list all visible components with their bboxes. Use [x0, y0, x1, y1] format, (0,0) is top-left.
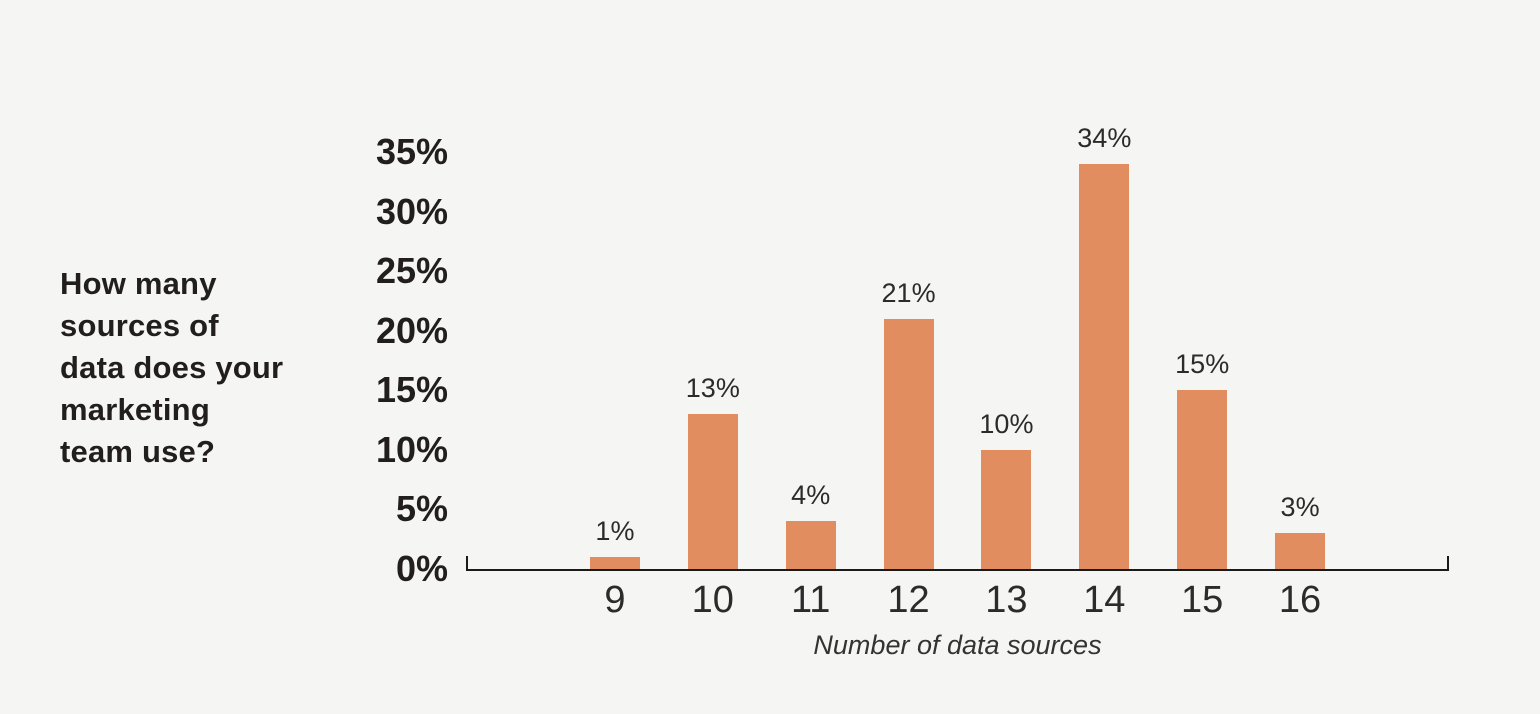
bars-row: 1% 13% 4% 21% 10% 34% 15% 3%	[466, 123, 1449, 569]
bar-slot-15: 15%	[1153, 348, 1251, 569]
y-tick-label: 0%	[395, 548, 448, 589]
chart-question-line: data does your	[60, 350, 284, 385]
bar-16	[1275, 533, 1326, 569]
bar-value-label: 3%	[1280, 492, 1320, 522]
bar-slot-14: 34%	[1055, 122, 1153, 569]
x-axis-title: Number of data sources	[813, 630, 1102, 660]
y-tick-label: 20%	[375, 309, 448, 351]
bar-12	[883, 319, 934, 569]
bar-slot-13: 10%	[958, 408, 1056, 569]
chart-question-line: marketing	[60, 392, 210, 427]
chart-question-line: sources of	[60, 308, 219, 343]
bar-value-label: 1%	[595, 516, 635, 546]
bar-value-label: 13%	[685, 373, 740, 403]
y-axis: 35% 30% 25% 20% 15% 10% 5% 0%	[0, 0, 448, 714]
chart-question: How many sources of data does your marketin…	[60, 263, 360, 473]
bar-15	[1177, 390, 1228, 569]
y-tick-label: 5%	[395, 488, 448, 530]
chart-question-line: How many	[60, 266, 217, 301]
bar-slot-12: 21%	[860, 277, 958, 569]
axis-end-tick-right	[1447, 556, 1449, 569]
bar-value-label: 15%	[1175, 349, 1230, 379]
y-tick-label: 10%	[375, 428, 448, 470]
x-tick-label-14: 14	[1083, 579, 1126, 621]
bar-10	[687, 414, 738, 569]
y-tick-label: 30%	[375, 190, 448, 232]
x-tick-label-10: 10	[691, 579, 734, 621]
y-tick-label: 35%	[375, 131, 448, 172]
y-tick-label: 15%	[375, 369, 448, 411]
bar-slot-10: 13%	[664, 372, 762, 569]
bar-value-label: 10%	[979, 409, 1034, 439]
bar-value-label: 21%	[881, 278, 936, 308]
plot-area: 1% 13% 4% 21% 10% 34% 15% 3%	[466, 123, 1449, 571]
bar-slot-9: 1%	[566, 515, 664, 569]
bar-slot-11: 4%	[762, 479, 860, 569]
bar-14	[1079, 164, 1130, 569]
y-tick-label: 25%	[375, 250, 448, 292]
x-tick-label-15: 15	[1181, 579, 1224, 621]
x-axis-labels: 9 10 11 12 13 14 15 16	[466, 578, 1449, 622]
bar-9	[589, 557, 640, 569]
x-tick-label-13: 13	[985, 579, 1028, 621]
chart-question-line: team use?	[60, 434, 216, 469]
bar-11	[785, 521, 836, 569]
x-tick-label-11: 11	[790, 579, 831, 621]
axis-end-tick-left	[466, 556, 468, 569]
bar-value-label: 34%	[1077, 123, 1132, 153]
bar-value-label: 4%	[791, 480, 831, 510]
x-tick-label-16: 16	[1278, 579, 1322, 621]
x-tick-label-9: 9	[604, 579, 626, 621]
bar-13	[981, 450, 1032, 569]
bar-slot-16: 3%	[1251, 491, 1349, 569]
x-tick-label-12: 12	[887, 579, 930, 621]
